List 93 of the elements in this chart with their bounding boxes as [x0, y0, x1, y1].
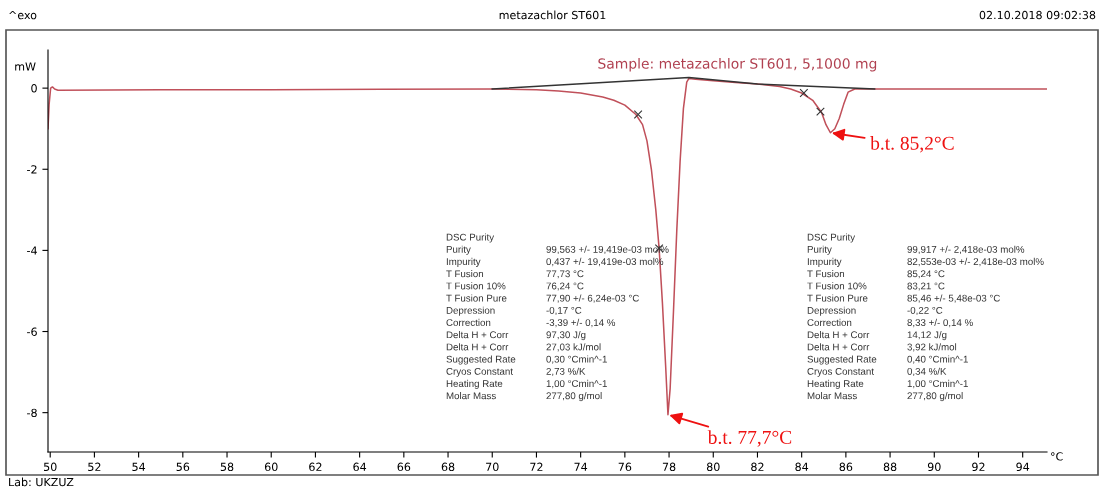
- y-tick-label: -4: [27, 246, 37, 255]
- annotation: DSC Purity: [807, 233, 856, 243]
- x-tick-label: 94: [1016, 462, 1030, 472]
- annotation: Heating Rate: [446, 379, 503, 389]
- x-tick-label: 66: [397, 462, 411, 472]
- annotation: 97,30 J/g: [546, 331, 586, 341]
- x-tick-label: 60: [264, 462, 278, 472]
- annotation: 277,80 g/mol: [907, 392, 963, 402]
- x-tick-label: 50: [44, 462, 57, 472]
- annotation: Cryos Constant: [446, 367, 513, 377]
- x-tick-label: 64: [353, 462, 367, 472]
- annotation: 99,917 +/- 2,418e-03 mol%: [907, 245, 1025, 254]
- x-axis-title: °C: [1051, 452, 1063, 461]
- annotation: 14,12 J/g: [907, 331, 947, 341]
- annotation: -0,22 °C: [907, 306, 943, 315]
- text: Lab: UKZUZ: [9, 477, 74, 487]
- y-tick-label: 0: [31, 84, 37, 93]
- line-series: [48, 77, 1047, 416]
- point: [799, 88, 809, 98]
- y-tick-label: -2: [27, 165, 37, 174]
- annotation: 1,00 °Cmin^-1: [907, 379, 968, 389]
- annotation: Delta H + Corr: [446, 343, 509, 351]
- x-tick-label: 76: [618, 462, 632, 472]
- x-tick-label: 70: [486, 462, 499, 472]
- x-tick-label: 58: [220, 462, 234, 472]
- annotation: -0,17 °C: [546, 306, 582, 315]
- annotation: Delta H + Corr: [807, 343, 870, 351]
- annotation: Suggested Rate: [446, 355, 516, 365]
- annotation: Delta H + Corr: [807, 331, 870, 339]
- x-tick-label: 84: [795, 462, 809, 472]
- annotation: T Fusion 10%: [446, 282, 506, 290]
- annotation: 0,40 °Cmin^-1: [907, 355, 968, 364]
- point: [633, 110, 643, 119]
- annotation: 277,80 g/mol: [546, 392, 602, 402]
- x-tick-label: 88: [883, 462, 897, 472]
- annotation: -3,39 +/- 0,14 %: [546, 318, 616, 328]
- annotation: 0,34 %/K: [907, 367, 947, 376]
- annotation: 77,73 °C: [546, 270, 584, 279]
- x-tick-label: 86: [839, 462, 853, 472]
- annotation: T Fusion 10%: [807, 282, 867, 290]
- x-tick-label: 80: [706, 462, 720, 472]
- x-tick-label: 62: [309, 462, 322, 472]
- annotation: Impurity: [446, 257, 481, 267]
- annotation: Molar Mass: [807, 392, 857, 400]
- annotation: T Fusion: [446, 270, 484, 278]
- annotation: 2,73 %/K: [546, 367, 586, 376]
- point: [816, 107, 825, 117]
- annotation: 8,33 +/- 0,14 %: [907, 318, 973, 328]
- y-tick-label: -8: [27, 408, 37, 418]
- annotation: DSC Purity: [446, 233, 495, 243]
- x-tick-label: 78: [662, 462, 676, 472]
- annotation: Suggested Rate: [807, 355, 877, 365]
- x-tick-label: 90: [927, 462, 941, 472]
- x-tick-label: 68: [441, 462, 455, 472]
- annotation: Correction: [446, 318, 491, 327]
- annotation: Molar Mass: [446, 392, 496, 400]
- text: 02.10.2018 09:02:38: [979, 10, 1096, 20]
- y-tick-label: -6: [27, 327, 37, 336]
- annotation: Delta H + Corr: [446, 331, 509, 339]
- text: ^exo: [9, 10, 37, 20]
- x-tick-label: 56: [176, 462, 190, 472]
- x-tick-label: 52: [88, 462, 101, 472]
- annotation: Correction: [807, 318, 852, 327]
- annotation: T Fusion Pure: [807, 294, 868, 302]
- annotation: Impurity: [807, 257, 842, 267]
- annotation: 0,30 °Cmin^-1: [546, 355, 607, 364]
- annotation: Purity: [446, 245, 471, 255]
- annotation: Purity: [807, 245, 832, 255]
- annotation: 1,00 °Cmin^-1: [546, 379, 607, 389]
- annotation: Depression: [446, 306, 495, 316]
- x-tick-label: 72: [530, 462, 543, 471]
- annotation: b.t. 77,7°C: [707, 430, 792, 447]
- annotation: 77,90 +/- 6,24e-03 °C: [546, 294, 639, 303]
- text: Sample: metazachlor ST601, 5,1000 mg: [598, 58, 877, 72]
- annotation: Cryos Constant: [807, 367, 874, 377]
- annotation: Heating Rate: [807, 379, 864, 389]
- annotation: T Fusion Pure: [446, 294, 507, 302]
- annotation: 83,21 °C: [907, 282, 945, 291]
- annotation: Depression: [807, 306, 856, 316]
- annotation: T Fusion: [807, 270, 845, 278]
- annotation: 85,46 +/- 5,48e-03 °C: [907, 294, 1000, 303]
- annotation: 82,553e-03 +/- 2,418e-03 mol%: [907, 257, 1044, 267]
- annotation: 3,92 kJ/mol: [907, 343, 957, 352]
- annotation: 76,24 °C: [546, 282, 584, 291]
- annotation: 27,03 kJ/mol: [546, 343, 601, 352]
- annotation: b.t. 85,2°C: [870, 136, 954, 153]
- x-tick-label: 54: [132, 462, 146, 472]
- y-axis-title: mW: [15, 62, 36, 71]
- annotation: 85,24 °C: [907, 270, 945, 279]
- x-tick-label: 74: [574, 462, 588, 471]
- x-tick-label: 82: [751, 462, 764, 472]
- chart-title: metazachlor ST601: [499, 10, 606, 20]
- x-tick-label: 92: [972, 462, 985, 472]
